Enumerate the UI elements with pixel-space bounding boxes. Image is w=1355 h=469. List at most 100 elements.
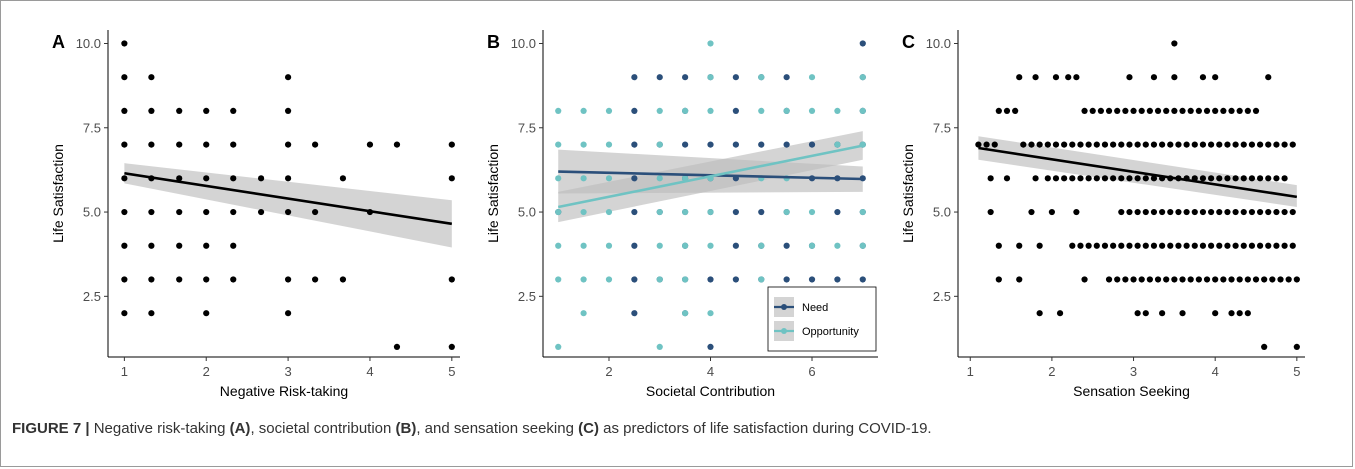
data-point <box>1244 310 1251 317</box>
data-point <box>203 175 210 182</box>
data-point <box>580 141 587 148</box>
data-point <box>1159 242 1166 249</box>
data-point <box>148 107 155 115</box>
data-point <box>1277 276 1284 283</box>
data-point <box>631 175 638 182</box>
data-point <box>580 310 587 317</box>
data-point <box>339 276 347 283</box>
x-tick-label: 2 <box>605 364 612 379</box>
data-point <box>1199 141 1207 148</box>
x-axis-title: Negative Risk-taking <box>220 383 348 399</box>
data-point <box>230 175 237 182</box>
data-point <box>707 276 714 283</box>
data-point <box>148 276 155 283</box>
data-point <box>859 40 866 47</box>
data-point <box>1065 74 1072 81</box>
data-point <box>1203 276 1211 283</box>
data-point <box>176 141 183 148</box>
data-point <box>732 74 739 81</box>
data-point <box>987 208 994 216</box>
data-point <box>555 242 562 249</box>
data-point <box>1150 141 1158 148</box>
data-point <box>1016 74 1023 81</box>
data-point <box>1130 107 1137 115</box>
data-point <box>1220 107 1227 115</box>
data-point <box>1134 310 1141 317</box>
panel-c: C 2.5 5.0 7.5 10.0 1 2 3 4 5 Sensation Seeking Life… <box>900 30 1305 399</box>
data-point <box>758 276 765 283</box>
regression-line <box>124 171 453 226</box>
y-tick-label: 2.5 <box>83 289 101 304</box>
data-point <box>707 40 714 47</box>
data-point <box>631 141 638 148</box>
data-point <box>1265 141 1272 148</box>
data-point <box>1171 276 1178 283</box>
data-point <box>1281 242 1288 249</box>
data-point <box>1036 141 1043 148</box>
data-point <box>1212 310 1219 317</box>
data-point <box>859 242 866 249</box>
data-point <box>732 107 739 115</box>
data-point <box>1052 141 1060 148</box>
data-point <box>1171 107 1178 115</box>
data-point <box>1118 141 1125 148</box>
data-point <box>1195 107 1202 115</box>
data-point <box>257 175 265 182</box>
data-point <box>1061 175 1068 182</box>
data-point <box>1016 242 1023 249</box>
data-point <box>284 208 292 216</box>
data-point <box>1110 141 1117 148</box>
data-point <box>1056 310 1064 317</box>
data-point <box>834 208 841 216</box>
data-point <box>1269 276 1276 283</box>
caption-text-4: as predictors of life satisfaction durin… <box>598 420 932 437</box>
data-point <box>1224 208 1231 216</box>
data-point <box>1101 175 1109 182</box>
data-point <box>1085 175 1092 182</box>
data-point <box>983 141 990 148</box>
data-point <box>707 242 714 249</box>
figure-caption: FIGURE 7 | Negative risk-taking (A), soc… <box>12 420 1342 437</box>
data-point <box>605 208 613 216</box>
data-point <box>859 208 866 216</box>
data-point <box>1232 242 1239 249</box>
data-point <box>1134 242 1141 249</box>
data-point <box>1183 208 1190 216</box>
data-point <box>1081 107 1088 115</box>
data-point <box>1134 175 1141 182</box>
data-point <box>203 107 210 115</box>
data-point <box>1248 141 1256 148</box>
data-point <box>555 208 562 216</box>
x-tick-label: 5 <box>448 364 455 379</box>
data-point <box>975 141 982 148</box>
panel-b: B 2.5 5.0 7.5 10.0 2 4 6 Societal Contribution Li… <box>485 30 878 399</box>
data-point <box>1187 276 1194 283</box>
data-point <box>758 74 765 81</box>
data-point <box>1252 107 1260 115</box>
data-point <box>1236 310 1243 317</box>
x-tick-label: 4 <box>1212 364 1219 379</box>
data-point <box>1150 74 1158 81</box>
data-point <box>1069 141 1076 148</box>
y-tick-label: 2.5 <box>933 289 951 304</box>
confidence-band <box>124 163 452 248</box>
data-point <box>1032 175 1039 182</box>
data-point <box>656 276 663 283</box>
points-layer <box>975 40 1300 350</box>
data-point <box>1212 276 1219 283</box>
data-point <box>1097 107 1104 115</box>
data-point <box>1020 141 1027 148</box>
x-tick-label: 5 <box>1293 364 1300 379</box>
data-point <box>1175 141 1182 148</box>
x-tick-label: 3 <box>284 364 291 379</box>
y-tick-label: 10.0 <box>76 36 101 51</box>
data-point <box>1118 208 1125 216</box>
data-point <box>1285 276 1292 283</box>
data-point <box>1069 242 1076 249</box>
data-point <box>808 141 816 148</box>
data-point <box>1261 343 1268 350</box>
data-point <box>1077 242 1084 249</box>
data-point <box>1154 276 1162 283</box>
data-point <box>1171 74 1178 81</box>
data-point <box>1093 141 1100 148</box>
